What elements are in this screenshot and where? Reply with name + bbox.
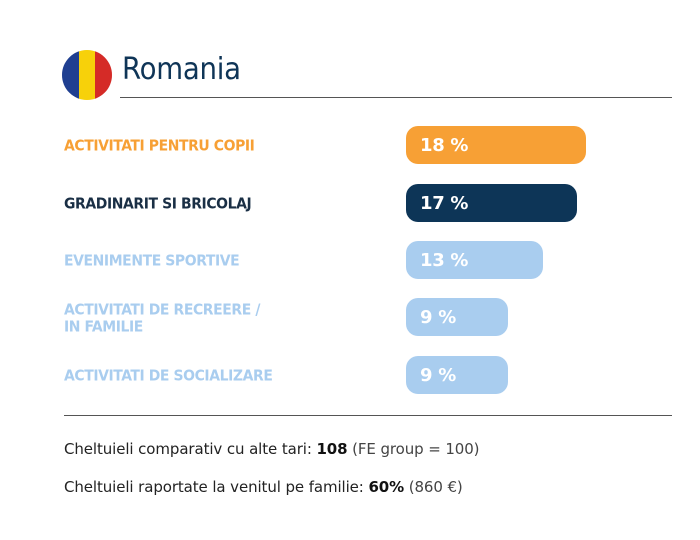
- income-value: 60%: [368, 478, 405, 496]
- bar-value-label: 18 %: [420, 134, 469, 156]
- bar-value-label: 17 %: [420, 192, 469, 214]
- bar-value-label: 9 %: [420, 364, 456, 386]
- flag-stripe-red: [95, 50, 112, 100]
- category-label: ACTIVITATI DE SOCIALIZARE: [64, 366, 273, 385]
- spending-label: Cheltuieli comparativ cu alte tari:: [64, 440, 317, 458]
- spending-note: (FE group = 100): [347, 440, 480, 458]
- spending-value: 108: [316, 440, 348, 458]
- bar: 18 %: [406, 126, 586, 164]
- chart-row: EVENIMENTE SPORTIVE 13 %: [64, 241, 624, 281]
- income-label: Cheltuieli raportate la venitul pe famil…: [64, 478, 369, 496]
- income-note: (860 €): [404, 478, 463, 496]
- romania-flag-icon: [62, 50, 112, 100]
- bar: 9 %: [406, 298, 508, 336]
- chart-row: ACTIVITATI DE RECREERE / IN FAMILIE 9 %: [64, 298, 624, 338]
- bar: 9 %: [406, 356, 508, 394]
- header-divider: [120, 97, 672, 98]
- category-label: EVENIMENTE SPORTIVE: [64, 251, 240, 270]
- chart-row: ACTIVITATI DE SOCIALIZARE 9 %: [64, 356, 624, 396]
- bar-value-label: 9 %: [420, 306, 456, 328]
- chart-row: GRADINARIT SI BRICOLAJ 17 %: [64, 184, 624, 224]
- section-divider: [64, 415, 672, 416]
- spending-comparison: Cheltuieli comparativ cu alte tari: 108 …: [64, 440, 480, 458]
- category-label: ACTIVITATI DE RECREERE / IN FAMILIE: [64, 300, 261, 335]
- country-title: Romania: [122, 52, 241, 87]
- country-header: Romania: [62, 48, 672, 100]
- income-share: Cheltuieli raportate la venitul pe famil…: [64, 478, 463, 496]
- chart-row: ACTIVITATI PENTRU COPII 18 %: [64, 126, 624, 166]
- bar-value-label: 13 %: [420, 249, 469, 271]
- flag-stripe-blue: [62, 50, 79, 100]
- category-label: ACTIVITATI PENTRU COPII: [64, 136, 255, 155]
- flag-stripe-yellow: [78, 50, 96, 100]
- category-label: GRADINARIT SI BRICOLAJ: [64, 194, 252, 213]
- bar: 13 %: [406, 241, 543, 279]
- bar: 17 %: [406, 184, 578, 222]
